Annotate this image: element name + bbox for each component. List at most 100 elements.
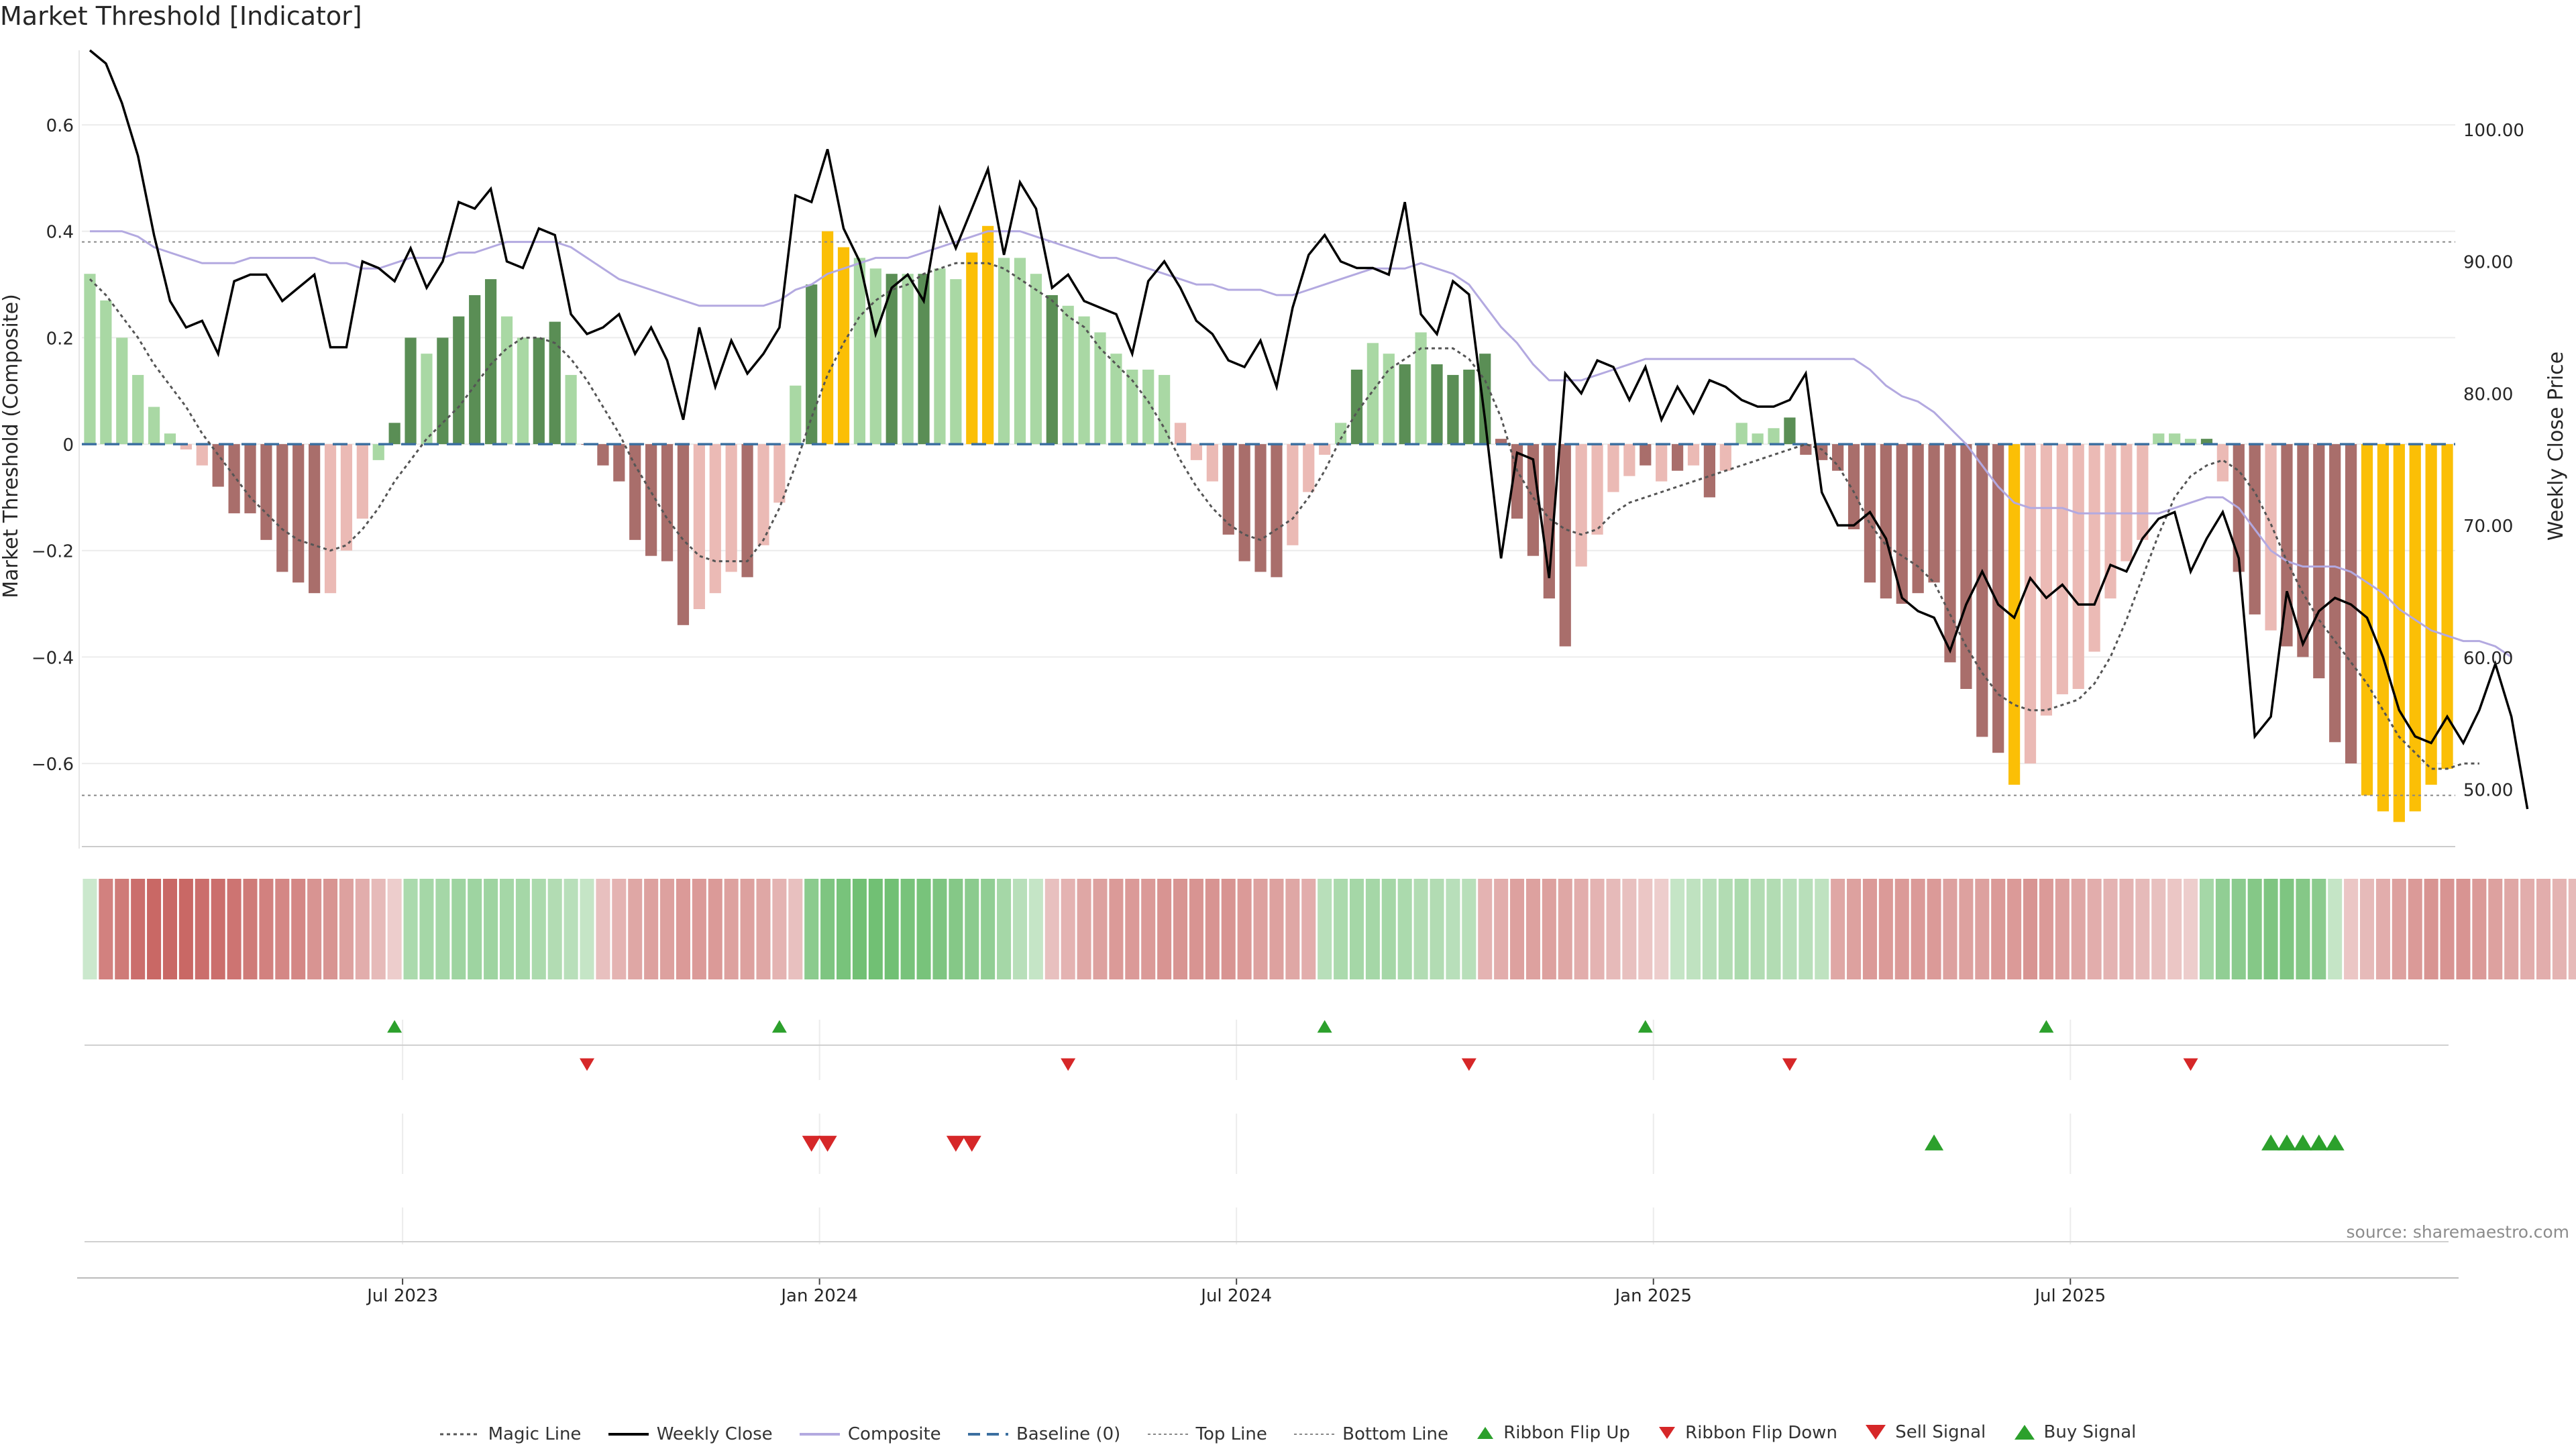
ribbon-cell — [2552, 879, 2567, 979]
ribbon-cell — [628, 879, 643, 979]
ribbon-cell — [2184, 879, 2198, 979]
ribbon-cell — [1237, 879, 1252, 979]
composite-bar — [2169, 433, 2181, 445]
ribbon-cell — [2424, 879, 2438, 979]
ribbon-cell — [916, 879, 931, 979]
ribbon-cell — [2151, 879, 2166, 979]
composite-bar — [1046, 294, 1058, 445]
composite-bar — [950, 279, 962, 445]
composite-bar — [1656, 444, 1668, 482]
ribbon-cell — [1253, 879, 1268, 979]
composite-bar — [2313, 444, 2325, 679]
ribbon-cell — [307, 879, 322, 979]
indicator-lines — [82, 49, 2529, 810]
composite-bar — [1719, 444, 1731, 471]
composite-swatch — [799, 1433, 840, 1436]
composite-bar — [1319, 444, 1331, 455]
ribbon-cell — [1525, 879, 1540, 979]
ribbon-cell — [1574, 879, 1589, 979]
composite-bar — [1030, 274, 1042, 445]
x-tick-label: Jan 2025 — [1613, 1286, 1692, 1306]
ribbon-cell — [1878, 879, 1893, 979]
ribbon-cell — [147, 879, 162, 979]
ribbon-cell — [692, 879, 706, 979]
ribbon-cell — [2408, 879, 2422, 979]
ribbon-cell — [772, 879, 787, 979]
ribbon-cell — [740, 879, 755, 979]
ribbon-cell — [997, 879, 1012, 979]
composite-bar — [1126, 370, 1138, 445]
ribbon-cell — [2392, 879, 2406, 979]
ribbon-cell — [1125, 879, 1140, 979]
composite-bar — [1287, 444, 1299, 545]
ribbon-cell — [804, 879, 819, 979]
composite-bar — [853, 258, 866, 445]
ribbon-cell — [756, 879, 771, 979]
ribbon-cell — [2536, 879, 2551, 979]
legend-label: Baseline (0) — [1016, 1424, 1121, 1444]
composite-bar — [2265, 444, 2277, 631]
composite-bar — [2072, 444, 2084, 689]
ribbon-flip-down-marker — [1461, 1058, 1477, 1071]
composite-bar — [1880, 444, 1892, 599]
composite-bar — [1463, 370, 1475, 445]
legend-composite: Composite — [799, 1424, 941, 1444]
sell-signal-marker — [818, 1136, 837, 1152]
ribbon-cell — [676, 879, 690, 979]
composite-line — [90, 230, 2512, 658]
ribbon-cell — [612, 879, 627, 979]
ribbon-cell — [531, 879, 546, 979]
composite-bar — [2297, 444, 2309, 657]
ribbon-cell — [2167, 879, 2182, 979]
composite-bar — [1912, 444, 1924, 594]
composite-bar — [132, 374, 144, 445]
composite-bar — [260, 444, 272, 540]
composite-bar — [1271, 444, 1283, 578]
composite-bar — [212, 444, 224, 487]
ribbon-cell — [1173, 879, 1188, 979]
ribbon-cell — [1606, 879, 1621, 979]
chart-title: Market Threshold [Indicator] — [0, 1, 362, 31]
composite-bars — [84, 225, 2453, 822]
composite-bar — [2088, 444, 2100, 652]
composite-bar — [1399, 364, 1411, 445]
triangle-down-icon — [1866, 1425, 1886, 1440]
ribbon-cell — [900, 879, 915, 979]
composite-bar — [613, 444, 625, 482]
triangle-down-icon — [1659, 1427, 1676, 1439]
composite-bar — [405, 337, 417, 445]
ribbon-cell — [2119, 879, 2134, 979]
ribbon-cell — [1189, 879, 1203, 979]
ribbon-cell — [1478, 879, 1493, 979]
composite-bar — [885, 274, 898, 445]
composite-bar — [372, 444, 384, 460]
ribbon-cell — [2328, 879, 2343, 979]
y-right-tick-label: 50.00 — [2463, 780, 2513, 800]
ribbon-cell — [2023, 879, 2038, 979]
composite-bar — [309, 444, 321, 594]
composite-bar — [1431, 364, 1443, 445]
baseline-swatch — [967, 1433, 1008, 1436]
triangle-up-icon — [2014, 1425, 2035, 1440]
sell-signal-marker — [962, 1136, 981, 1152]
ribbon-cell — [484, 879, 498, 979]
ribbon-cell — [468, 879, 482, 979]
ribbon-cell — [2135, 879, 2150, 979]
ribbon-cell — [2312, 879, 2326, 979]
legend-baseline: Baseline (0) — [967, 1424, 1121, 1444]
composite-bar — [484, 279, 497, 445]
ribbon-cell — [291, 879, 306, 979]
ribbon-cell — [1205, 879, 1220, 979]
ribbon-cell — [708, 879, 722, 979]
ribbon-cell — [2007, 879, 2022, 979]
ribbon-cell — [1799, 879, 1813, 979]
legend-sell-signal: Sell Signal — [1864, 1422, 1986, 1442]
ribbon-cell — [1349, 879, 1364, 979]
composite-bar — [2393, 444, 2405, 822]
composite-bar — [1976, 444, 1988, 737]
ribbon-cell — [1285, 879, 1300, 979]
legend-ribbon-flip-up: Ribbon Flip Up — [1475, 1423, 1630, 1443]
composite-bar — [1415, 332, 1427, 445]
composite-bar — [1816, 444, 1828, 460]
composite-bar — [902, 274, 914, 445]
